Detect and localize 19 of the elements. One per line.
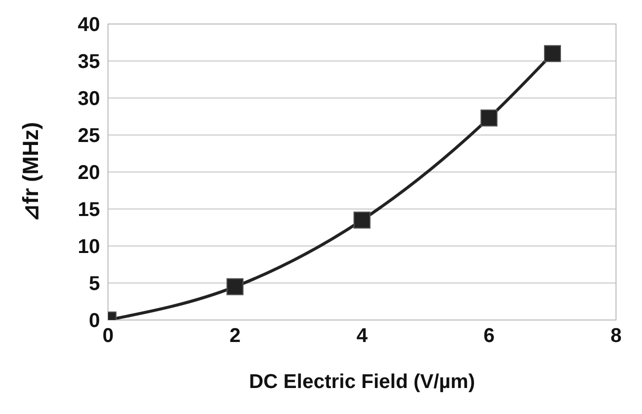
x-tick-label: 8 — [610, 325, 622, 348]
y-tick-label: 20 — [78, 162, 100, 184]
y-axis-title: ⊿fr (MHz) — [18, 122, 43, 222]
y-tick-label: 15 — [78, 199, 100, 222]
x-axis-title: DC Electric Field (V/µm) — [248, 371, 476, 393]
x-tick-label: 2 — [229, 325, 241, 348]
y-tick-label: 25 — [78, 125, 100, 148]
y-tick-label: 40 — [78, 14, 100, 36]
x-tick-label: 4 — [356, 325, 368, 348]
y-tick-label: 35 — [78, 51, 100, 74]
point — [226, 278, 244, 296]
y-tick-label: 0 — [88, 310, 100, 332]
point — [544, 45, 561, 62]
y-tick-label: 10 — [78, 236, 100, 258]
y-tick-label: 30 — [78, 88, 100, 110]
x-tick-label: 6 — [483, 325, 495, 348]
point — [480, 109, 498, 126]
point — [354, 212, 370, 229]
y-tick-label: 5 — [88, 273, 100, 296]
